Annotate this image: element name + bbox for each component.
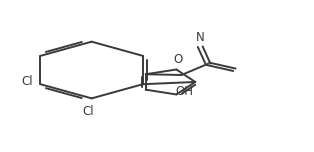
Text: OH: OH (176, 85, 194, 98)
Text: Cl: Cl (83, 105, 94, 118)
Text: Cl: Cl (21, 76, 33, 88)
Text: O: O (173, 53, 182, 66)
Text: N: N (196, 31, 205, 44)
